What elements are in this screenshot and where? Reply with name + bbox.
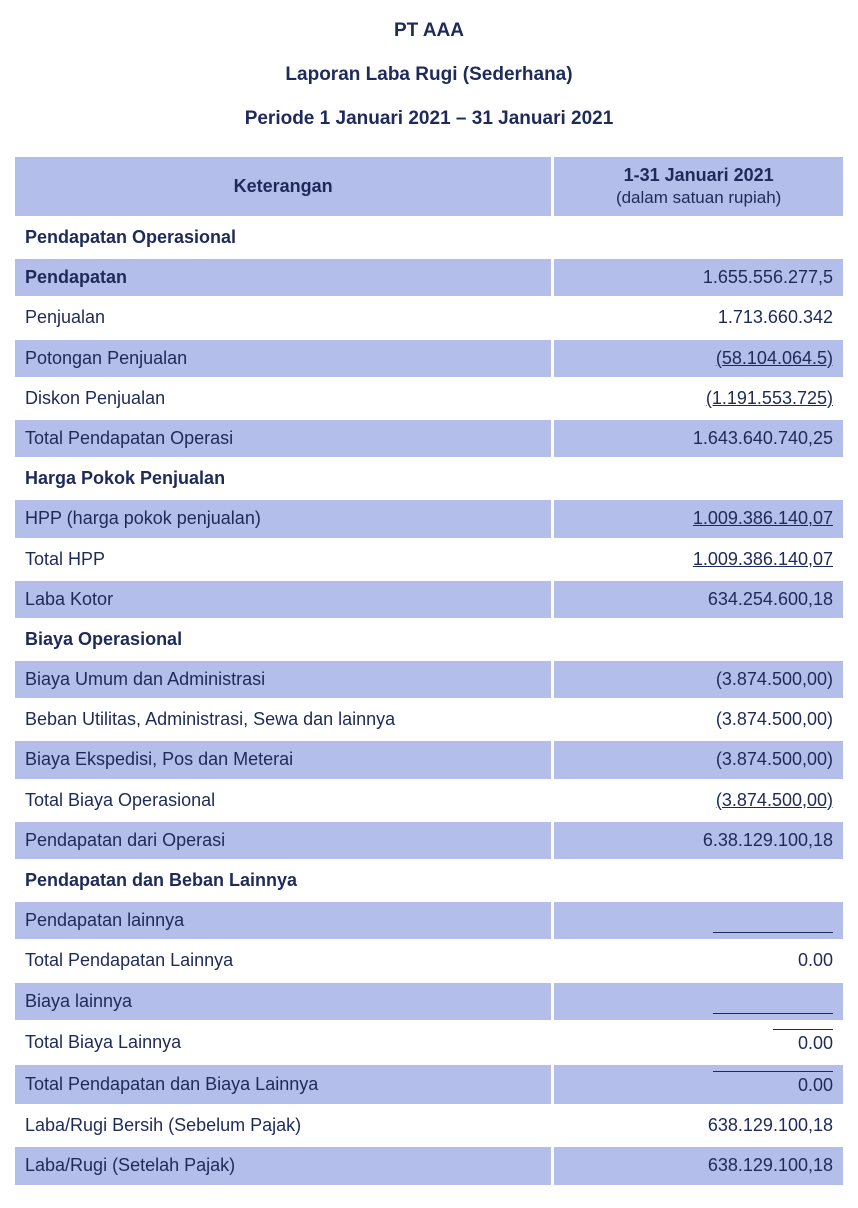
- table-row: Total Biaya Lainnya 0.00: [15, 1023, 843, 1062]
- row-label: Diskon Penjualan: [15, 380, 551, 417]
- table-row: Total HPP 1.009.386.140,07: [15, 541, 843, 578]
- row-label: Laba/Rugi (Setelah Pajak): [15, 1147, 551, 1184]
- table-row: Total Biaya Operasional (3.874.500,00): [15, 782, 843, 819]
- row-label: Total Pendapatan Lainnya: [15, 942, 551, 979]
- table-row: Biaya Operasional: [15, 621, 843, 658]
- row-value: 0.00: [554, 942, 843, 979]
- row-label: Pendapatan dari Operasi: [15, 822, 551, 859]
- row-label: Total Pendapatan dan Biaya Lainnya: [15, 1065, 551, 1104]
- row-value: 1.009.386.140,07: [554, 500, 843, 537]
- row-value: [554, 983, 843, 1020]
- row-label: Penjualan: [15, 299, 551, 336]
- table-row: Biaya lainnya: [15, 983, 843, 1020]
- table-row: Beban Utilitas, Administrasi, Sewa dan l…: [15, 701, 843, 738]
- row-label: Total HPP: [15, 541, 551, 578]
- table-row: Pendapatan lainnya: [15, 902, 843, 939]
- section-header-biaya-operasional: Biaya Operasional: [15, 621, 551, 658]
- row-label: Biaya Ekspedisi, Pos dan Meterai: [15, 741, 551, 778]
- table-row: Laba Kotor 634.254.600,18: [15, 581, 843, 618]
- row-label: Potongan Penjualan: [15, 340, 551, 377]
- row-value: 1.713.660.342: [554, 299, 843, 336]
- table-row: Total Pendapatan Lainnya 0.00: [15, 942, 843, 979]
- row-value: 0.00: [554, 1065, 843, 1104]
- report-title: Laporan Laba Rugi (Sederhana): [12, 64, 846, 86]
- row-label: Pendapatan: [15, 259, 551, 296]
- row-value: 1.655.556.277,5: [554, 259, 843, 296]
- row-label: Total Pendapatan Operasi: [15, 420, 551, 457]
- row-value: 634.254.600,18: [554, 581, 843, 618]
- company-name: PT AAA: [12, 20, 846, 42]
- row-label: Total Biaya Lainnya: [15, 1023, 551, 1062]
- empty-underline: [713, 1013, 833, 1014]
- row-label: HPP (harga pokok penjualan): [15, 500, 551, 537]
- table-row: Laba/Rugi (Setelah Pajak) 638.129.100,18: [15, 1147, 843, 1184]
- table-row: Total Pendapatan Operasi 1.643.640.740,2…: [15, 420, 843, 457]
- row-label: Total Biaya Operasional: [15, 782, 551, 819]
- empty-underline: [713, 932, 833, 933]
- section-header-pendapatan-operasional: Pendapatan Operasional: [15, 219, 551, 256]
- row-value: (3.874.500,00): [554, 741, 843, 778]
- row-label: Biaya lainnya: [15, 983, 551, 1020]
- income-statement-table: Keterangan 1-31 Januari 2021 (dalam satu…: [12, 154, 846, 1188]
- col-header-keterangan: Keterangan: [15, 157, 551, 216]
- row-value: (58.104.064.5): [554, 340, 843, 377]
- table-row: Pendapatan 1.655.556.277,5: [15, 259, 843, 296]
- table-row: Biaya Umum dan Administrasi (3.874.500,0…: [15, 661, 843, 698]
- section-header-lainnya: Pendapatan dan Beban Lainnya: [15, 862, 551, 899]
- report-header: PT AAA Laporan Laba Rugi (Sederhana) Per…: [12, 20, 846, 130]
- row-label: Pendapatan lainnya: [15, 902, 551, 939]
- row-value: 638.129.100,18: [554, 1107, 843, 1144]
- table-row: Potongan Penjualan (58.104.064.5): [15, 340, 843, 377]
- row-value: (3.874.500,00): [554, 782, 843, 819]
- table-row: Pendapatan dan Beban Lainnya: [15, 862, 843, 899]
- row-label: Beban Utilitas, Administrasi, Sewa dan l…: [15, 701, 551, 738]
- table-row: Harga Pokok Penjualan: [15, 460, 843, 497]
- table-row: Pendapatan Operasional: [15, 219, 843, 256]
- row-value: [554, 902, 843, 939]
- table-row: Total Pendapatan dan Biaya Lainnya 0.00: [15, 1065, 843, 1104]
- row-value: 1.643.640.740,25: [554, 420, 843, 457]
- row-label: Laba/Rugi Bersih (Sebelum Pajak): [15, 1107, 551, 1144]
- table-row: Penjualan 1.713.660.342: [15, 299, 843, 336]
- row-value: 0.00: [554, 1023, 843, 1062]
- row-value: 1.009.386.140,07: [554, 541, 843, 578]
- table-row: Pendapatan dari Operasi 6.38.129.100,18: [15, 822, 843, 859]
- row-value: 638.129.100,18: [554, 1147, 843, 1184]
- row-value: (3.874.500,00): [554, 661, 843, 698]
- table-row: HPP (harga pokok penjualan) 1.009.386.14…: [15, 500, 843, 537]
- table-row: Laba/Rugi Bersih (Sebelum Pajak) 638.129…: [15, 1107, 843, 1144]
- row-label: Biaya Umum dan Administrasi: [15, 661, 551, 698]
- section-header-hpp: Harga Pokok Penjualan: [15, 460, 551, 497]
- row-value: (1.191.553.725): [554, 380, 843, 417]
- row-label: Laba Kotor: [15, 581, 551, 618]
- table-row: Diskon Penjualan (1.191.553.725): [15, 380, 843, 417]
- report-period: Periode 1 Januari 2021 – 31 Januari 2021: [12, 108, 846, 130]
- row-value: (3.874.500,00): [554, 701, 843, 738]
- row-value: 6.38.129.100,18: [554, 822, 843, 859]
- col-header-period: 1-31 Januari 2021 (dalam satuan rupiah): [554, 157, 843, 216]
- table-row: Biaya Ekspedisi, Pos dan Meterai (3.874.…: [15, 741, 843, 778]
